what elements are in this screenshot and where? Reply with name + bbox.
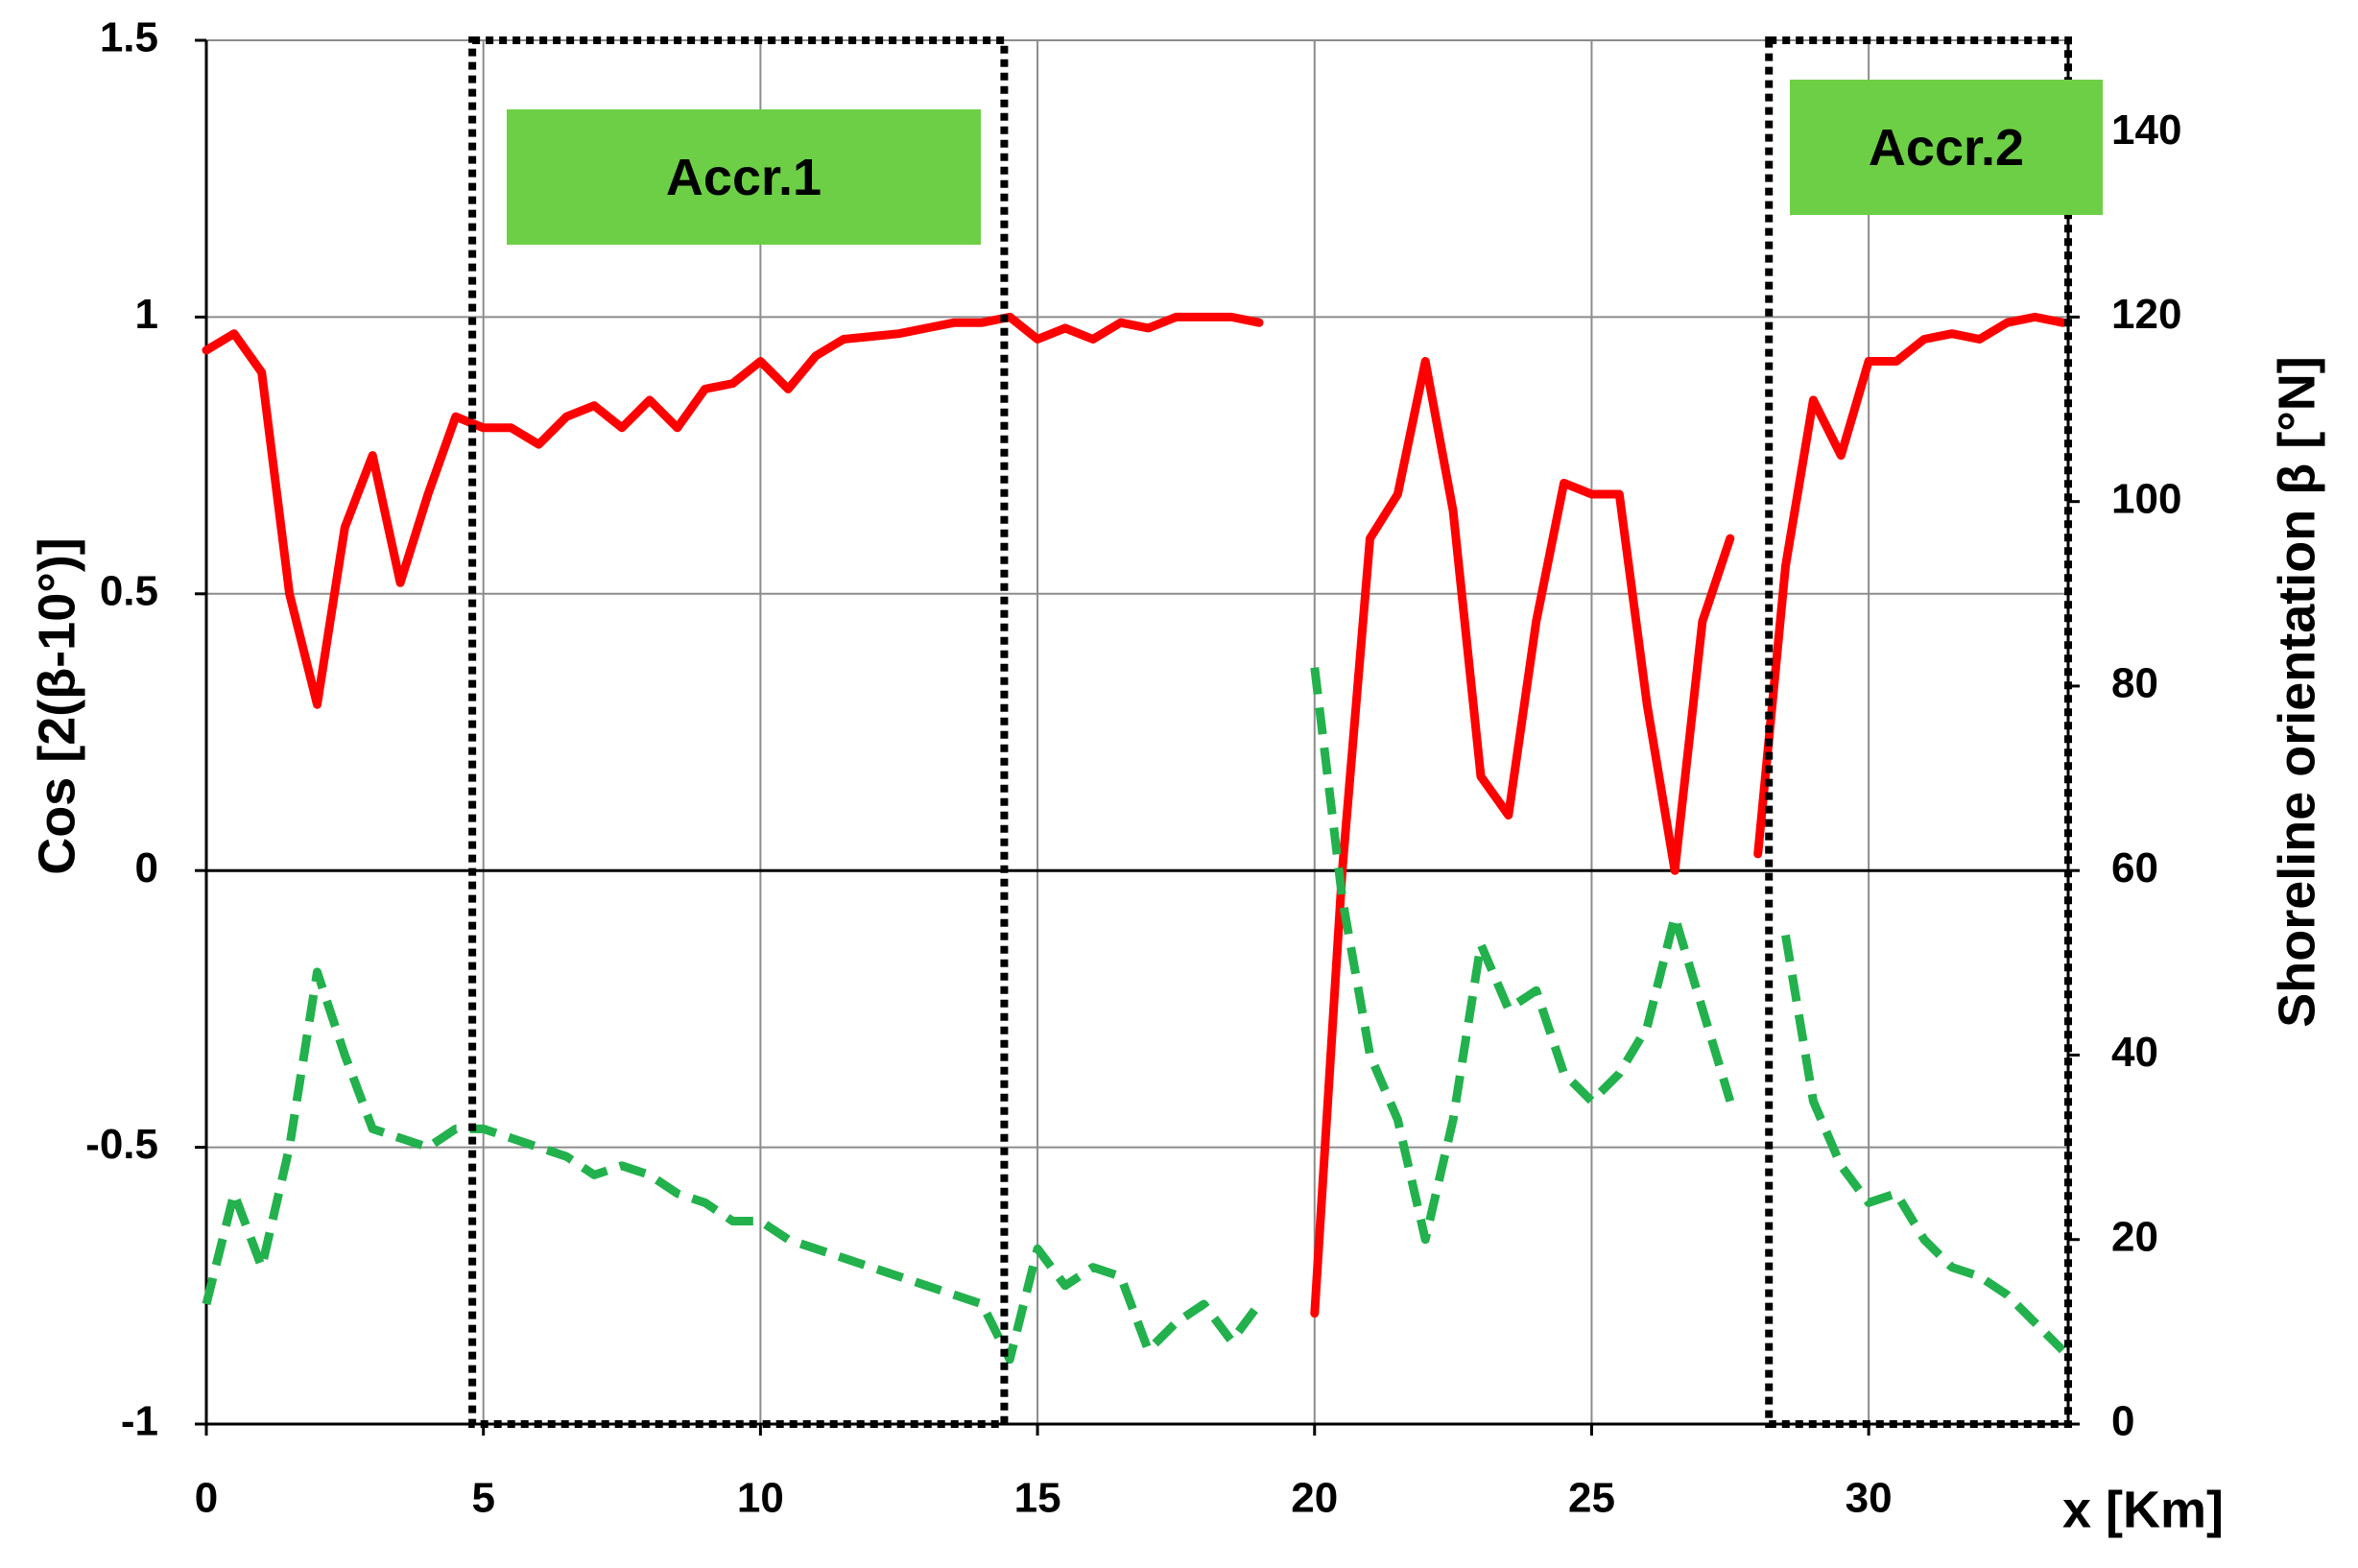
y2-axis-title: Shoreline orientation β [°N] bbox=[2268, 356, 2325, 1028]
region-label: Accr.1 bbox=[666, 149, 822, 206]
x-tick-label: 30 bbox=[1846, 1475, 1893, 1522]
data-line bbox=[202, 667, 2066, 1365]
y-tick-label: -0.5 bbox=[85, 1121, 158, 1168]
x-tick-label: 10 bbox=[737, 1475, 784, 1522]
x-axis-title: x [Km] bbox=[2062, 1481, 2224, 1538]
y-tick-label: 1.5 bbox=[100, 14, 158, 61]
y2-tick-label: 20 bbox=[2111, 1213, 2158, 1260]
x-tick-label: 25 bbox=[1568, 1475, 1615, 1522]
region-label-box bbox=[507, 109, 981, 245]
data-line bbox=[202, 312, 2067, 1319]
y2-tick-label: 0 bbox=[2111, 1398, 2134, 1445]
y-tick-label: 0 bbox=[135, 844, 158, 891]
region-box bbox=[1765, 36, 2072, 1428]
y2-tick-label: 100 bbox=[2111, 475, 2181, 522]
y2-tick-label: 140 bbox=[2111, 107, 2181, 154]
region-label: Accr.2 bbox=[1869, 119, 2024, 177]
y2-tick-label: 80 bbox=[2111, 660, 2158, 707]
y2-tick-label: 40 bbox=[2111, 1029, 2158, 1076]
y-tick-label: -1 bbox=[121, 1398, 158, 1445]
x-tick-label: 0 bbox=[195, 1475, 218, 1522]
x-tick-label: 20 bbox=[1291, 1475, 1338, 1522]
region-label-box bbox=[1790, 80, 2103, 215]
x-tick-label: 5 bbox=[471, 1475, 494, 1522]
y-tick-label: 0.5 bbox=[100, 567, 158, 614]
y-tick-label: 1 bbox=[135, 291, 158, 338]
y-axis-title: Cos [2(β-10°)] bbox=[28, 537, 85, 875]
y2-tick-label: 60 bbox=[2111, 844, 2158, 891]
x-tick-label: 15 bbox=[1014, 1475, 1061, 1522]
region-box bbox=[468, 36, 1009, 1428]
y2-tick-label: 120 bbox=[2111, 291, 2181, 338]
